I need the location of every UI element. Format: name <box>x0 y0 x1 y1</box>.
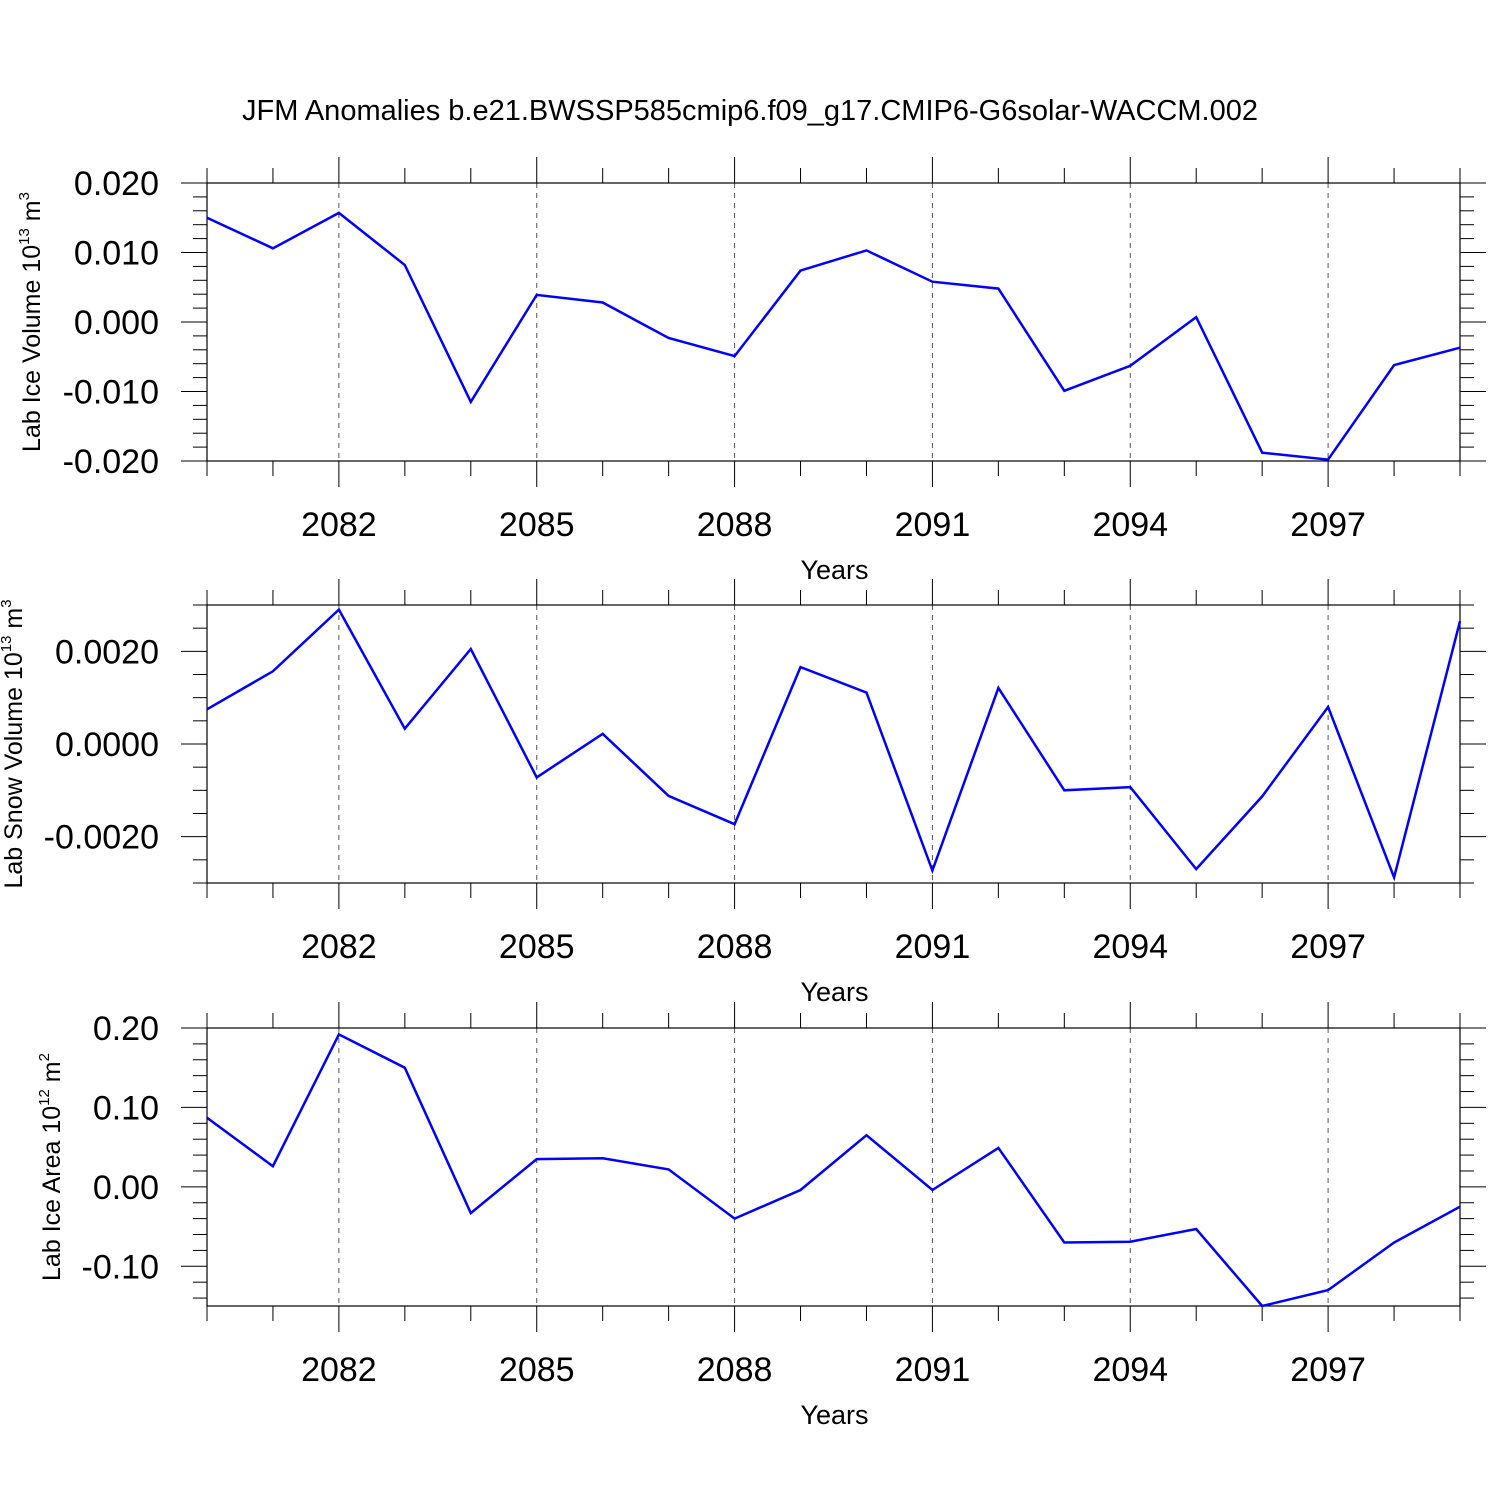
ice-volume-y-tick-label: 0.020 <box>74 165 159 203</box>
ice-area-x-tick-label: 2094 <box>1092 1351 1168 1389</box>
ice-area-series-line <box>206 1032 1461 1308</box>
ice-volume-y-tick-label: 0.010 <box>74 235 159 273</box>
snow-volume-series-line <box>206 607 1462 882</box>
ice-volume-x-axis-title: Years <box>800 555 868 585</box>
panel-ice-area: 2082 2085 2088 2091 2094 2097 Years 0.20 0.10 0.0… <box>36 1002 1486 1430</box>
snow-volume-x-tick-label: 2097 <box>1290 928 1366 966</box>
snow-volume-x-tick-label: 2082 <box>301 928 377 966</box>
snow-volume-x-tick-label: 2085 <box>499 928 575 966</box>
ice-area-x-axis-title: Years <box>800 1400 868 1430</box>
ice-area-x-tick-label: 2085 <box>499 1351 575 1389</box>
ice-volume-x-tick-label: 2085 <box>499 506 575 544</box>
ice-area-y-tick-label: 0.10 <box>93 1089 159 1127</box>
ice-volume-y-tick-label: 0.000 <box>74 304 159 342</box>
ice-area-y-axis-title: Lab Ice Area 1012 m2 <box>36 1053 66 1281</box>
ice-volume-series-line <box>206 211 1461 461</box>
panel-ice-volume: 2082 2085 2088 2091 2094 2097 Years 0.020 0.010 0… <box>16 157 1486 585</box>
ice-volume-x-tick-label: 2082 <box>301 506 377 544</box>
snow-volume-x-axis-title: Years <box>800 977 868 1007</box>
ice-volume-x-tick-label: 2091 <box>895 506 971 544</box>
ice-volume-y-tick-label: -0.020 <box>63 443 159 481</box>
ice-area-y-tick-label: -0.10 <box>82 1248 160 1286</box>
ice-area-x-tick-label: 2082 <box>301 1351 377 1389</box>
panel-snow-volume: 2082 2085 2088 2091 2094 2097 Years 0.0020 0.000… <box>0 579 1486 1007</box>
snow-volume-plot-frame <box>206 604 1461 884</box>
snow-volume-y-tick-label: 0.0020 <box>55 633 159 671</box>
ice-volume-y-tick-label: -0.010 <box>63 374 159 412</box>
ice-area-plot-frame <box>206 1027 1461 1307</box>
snow-volume-y-tick-label: 0.0000 <box>55 726 159 764</box>
ice-area-x-tick-label: 2091 <box>895 1351 971 1389</box>
snow-volume-y-axis-title: Lab Snow Volume 1013 m3 <box>0 599 28 888</box>
ice-volume-x-tick-label: 2094 <box>1092 506 1168 544</box>
ice-volume-x-tick-label: 2088 <box>697 506 773 544</box>
ice-volume-x-tick-label: 2097 <box>1290 506 1366 544</box>
ice-area-y-tick-label: 0.20 <box>93 1010 159 1048</box>
ice-volume-y-axis-title: Lab Ice Volume 1013 m3 <box>16 192 46 452</box>
snow-volume-x-tick-label: 2094 <box>1092 928 1168 966</box>
ice-area-y-tick-label: 0.00 <box>93 1169 159 1207</box>
ice-area-x-tick-label: 2097 <box>1290 1351 1366 1389</box>
ice-area-x-tick-label: 2088 <box>697 1351 773 1389</box>
snow-volume-x-tick-label: 2091 <box>895 928 971 966</box>
chart-title: JFM Anomalies b.e21.BWSSP585cmip6.f09_g1… <box>242 95 1258 127</box>
snow-volume-y-tick-label: -0.0020 <box>44 819 159 857</box>
ice-volume-plot-frame <box>206 182 1461 462</box>
snow-volume-x-tick-label: 2088 <box>697 928 773 966</box>
